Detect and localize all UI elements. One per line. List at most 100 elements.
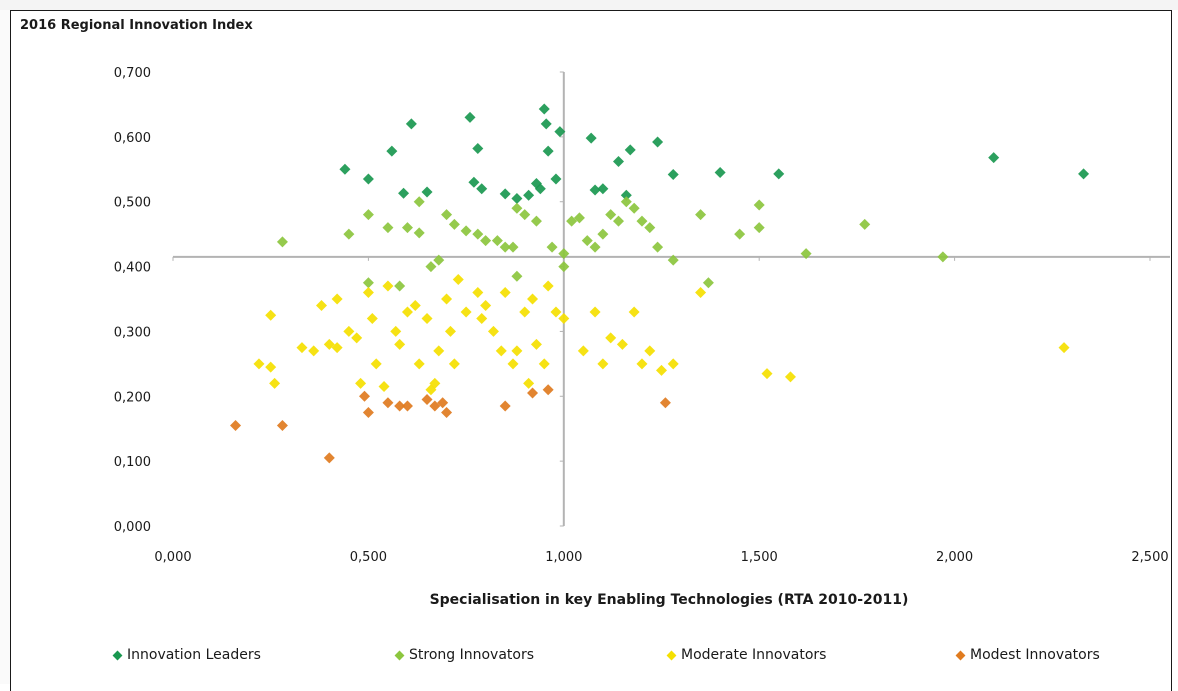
point-innovation-leaders xyxy=(464,111,476,123)
point-moderate-innovators xyxy=(499,287,511,299)
point-strong-innovators xyxy=(566,215,578,227)
point-strong-innovators xyxy=(546,241,558,253)
point-moderate-innovators xyxy=(507,358,519,370)
point-moderate-innovators xyxy=(644,345,656,357)
point-moderate-innovators xyxy=(296,342,308,354)
point-strong-innovators xyxy=(613,215,625,227)
point-moderate-innovators xyxy=(378,381,390,393)
point-moderate-innovators xyxy=(355,377,367,389)
point-moderate-innovators xyxy=(616,338,628,350)
point-modest-innovators xyxy=(659,397,671,409)
point-moderate-innovators xyxy=(265,361,277,373)
point-strong-innovators xyxy=(753,199,765,211)
point-strong-innovators xyxy=(581,235,593,247)
x-tick-label: 0,500 xyxy=(350,550,387,565)
point-moderate-innovators xyxy=(323,338,335,350)
legend-label: Strong Innovators xyxy=(409,647,535,663)
legend: Innovation Leaders Strong Innovators Mod… xyxy=(0,647,1178,667)
point-moderate-innovators xyxy=(409,299,421,311)
chart-frame xyxy=(10,10,1172,691)
point-moderate-innovators xyxy=(480,299,492,311)
point-modest-innovators xyxy=(401,400,413,412)
y-tick-label: 0,200 xyxy=(114,390,151,405)
point-moderate-innovators xyxy=(452,274,464,286)
point-strong-innovators xyxy=(753,222,765,234)
point-moderate-innovators xyxy=(331,342,343,354)
y-tick-label: 0,400 xyxy=(114,261,151,276)
point-innovation-leaders xyxy=(538,103,550,115)
point-strong-innovators xyxy=(276,236,288,248)
legend-swatch-innovation-leaders xyxy=(112,650,123,660)
point-strong-innovators xyxy=(425,261,437,273)
point-moderate-innovators xyxy=(784,371,796,383)
point-innovation-leaders xyxy=(1078,168,1090,180)
point-modest-innovators xyxy=(394,400,406,412)
point-moderate-innovators xyxy=(444,325,456,337)
point-modest-innovators xyxy=(499,400,511,412)
point-strong-innovators xyxy=(460,225,472,237)
side-strip xyxy=(0,10,10,684)
point-modest-innovators xyxy=(441,407,453,418)
point-strong-innovators xyxy=(491,235,503,247)
point-innovation-leaders xyxy=(472,143,484,155)
point-moderate-innovators xyxy=(527,293,539,305)
point-modest-innovators xyxy=(437,397,449,409)
point-moderate-innovators xyxy=(343,325,355,337)
point-strong-innovators xyxy=(702,277,714,289)
point-moderate-innovators xyxy=(413,358,425,370)
point-innovation-leaders xyxy=(597,183,609,195)
legend-label: Innovation Leaders xyxy=(127,647,261,663)
point-moderate-innovators xyxy=(558,312,570,324)
point-moderate-innovators xyxy=(425,384,437,396)
point-moderate-innovators xyxy=(577,345,589,357)
point-moderate-innovators xyxy=(589,306,601,318)
point-innovation-leaders xyxy=(511,192,523,204)
x-tick-label: 2,000 xyxy=(936,550,973,565)
point-innovation-leaders xyxy=(405,118,417,130)
point-innovation-leaders xyxy=(523,189,535,201)
point-strong-innovators xyxy=(667,254,679,266)
point-moderate-innovators xyxy=(308,345,320,357)
point-innovation-leaders xyxy=(421,186,433,198)
point-strong-innovators xyxy=(433,254,445,266)
x-tick-label: 1,000 xyxy=(545,550,582,565)
point-moderate-innovators xyxy=(476,312,488,324)
point-modest-innovators xyxy=(429,400,441,412)
point-moderate-innovators xyxy=(269,377,281,389)
point-innovation-leaders xyxy=(667,168,679,180)
point-moderate-innovators xyxy=(550,306,562,318)
point-moderate-innovators xyxy=(538,358,550,370)
point-moderate-innovators xyxy=(421,312,433,324)
point-modest-innovators xyxy=(230,419,242,431)
point-innovation-leaders xyxy=(476,183,488,195)
point-moderate-innovators xyxy=(597,358,609,370)
point-innovation-leaders xyxy=(589,184,601,196)
point-innovation-leaders xyxy=(652,136,664,148)
point-innovation-leaders xyxy=(620,189,632,201)
y-tick-label: 0,700 xyxy=(114,66,151,81)
y-tick-label: 0,500 xyxy=(114,196,151,211)
legend-item-modest-innovators: Modest Innovators xyxy=(955,647,1100,663)
point-moderate-innovators xyxy=(362,287,374,299)
point-moderate-innovators xyxy=(401,306,413,318)
point-moderate-innovators xyxy=(1058,342,1070,354)
point-moderate-innovators xyxy=(472,287,484,299)
point-innovation-leaders xyxy=(624,144,636,156)
point-strong-innovators xyxy=(644,222,656,234)
y-tick-label: 0,000 xyxy=(114,520,151,535)
point-strong-innovators xyxy=(401,222,413,234)
y-tick-label: 0,600 xyxy=(114,131,151,146)
point-strong-innovators xyxy=(636,215,648,227)
point-innovation-leaders xyxy=(773,168,785,180)
point-innovation-leaders xyxy=(362,173,374,185)
x-axis-label: Specialisation in key Enabling Technolog… xyxy=(429,592,909,608)
point-innovation-leaders xyxy=(468,176,480,188)
point-modest-innovators xyxy=(382,397,394,409)
point-innovation-leaders xyxy=(554,126,566,138)
point-innovation-leaders xyxy=(540,118,552,130)
point-strong-innovators xyxy=(441,209,453,221)
point-innovation-leaders xyxy=(398,187,410,199)
legend-label: Moderate Innovators xyxy=(681,647,827,663)
x-tick-label: 0,000 xyxy=(154,550,191,565)
point-strong-innovators xyxy=(589,241,601,253)
